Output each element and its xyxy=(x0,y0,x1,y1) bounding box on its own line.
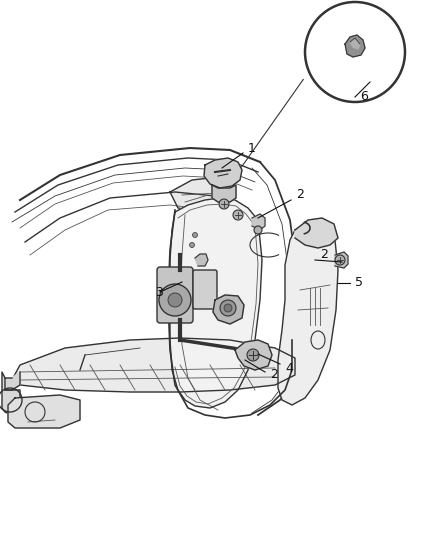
Polygon shape xyxy=(350,38,360,49)
Polygon shape xyxy=(252,214,265,230)
Text: 3: 3 xyxy=(155,286,163,298)
Circle shape xyxy=(233,210,243,220)
Text: 1: 1 xyxy=(248,141,256,155)
Polygon shape xyxy=(213,295,244,324)
Polygon shape xyxy=(278,225,338,405)
FancyBboxPatch shape xyxy=(193,270,217,309)
Polygon shape xyxy=(295,218,338,248)
Polygon shape xyxy=(212,185,236,202)
Circle shape xyxy=(224,304,232,312)
Polygon shape xyxy=(204,158,242,188)
Text: 6: 6 xyxy=(360,91,368,103)
Circle shape xyxy=(190,243,194,247)
Text: 4: 4 xyxy=(285,361,293,375)
Polygon shape xyxy=(170,178,228,212)
Circle shape xyxy=(254,226,262,234)
FancyBboxPatch shape xyxy=(157,267,193,323)
Text: 2: 2 xyxy=(296,189,304,201)
Circle shape xyxy=(305,2,405,102)
Polygon shape xyxy=(335,252,348,268)
Circle shape xyxy=(220,300,236,316)
Text: 2: 2 xyxy=(270,368,278,382)
Circle shape xyxy=(247,349,259,361)
Circle shape xyxy=(219,199,229,209)
Text: 2: 2 xyxy=(320,248,328,262)
Polygon shape xyxy=(2,372,20,415)
Polygon shape xyxy=(8,395,80,428)
Circle shape xyxy=(335,255,345,265)
Circle shape xyxy=(159,284,191,316)
Polygon shape xyxy=(12,338,295,392)
Polygon shape xyxy=(5,372,20,390)
Circle shape xyxy=(192,232,198,238)
Polygon shape xyxy=(345,35,365,57)
Polygon shape xyxy=(195,254,208,266)
Text: 5: 5 xyxy=(355,277,363,289)
Polygon shape xyxy=(170,198,262,408)
Polygon shape xyxy=(235,340,272,370)
Circle shape xyxy=(168,293,182,307)
